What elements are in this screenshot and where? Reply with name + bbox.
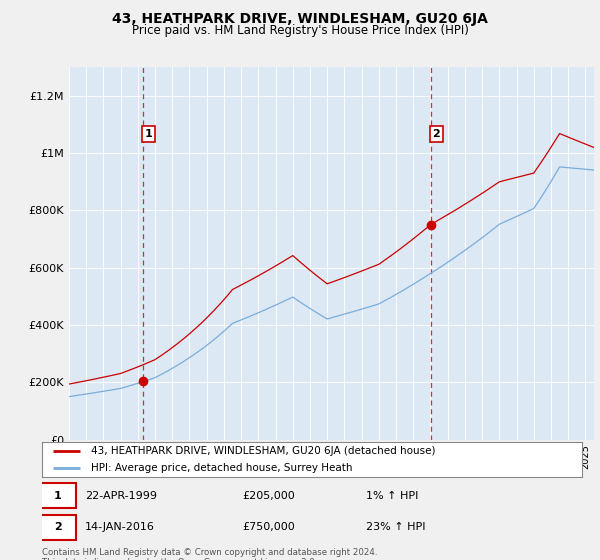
Text: 2: 2 [433, 129, 440, 139]
Text: 43, HEATHPARK DRIVE, WINDLESHAM, GU20 6JA (detached house): 43, HEATHPARK DRIVE, WINDLESHAM, GU20 6J… [91, 446, 435, 456]
Text: 43, HEATHPARK DRIVE, WINDLESHAM, GU20 6JA: 43, HEATHPARK DRIVE, WINDLESHAM, GU20 6J… [112, 12, 488, 26]
Text: £205,000: £205,000 [242, 491, 295, 501]
Text: 2: 2 [54, 522, 62, 533]
Text: Contains HM Land Registry data © Crown copyright and database right 2024.
This d: Contains HM Land Registry data © Crown c… [42, 548, 377, 560]
Text: 22-APR-1999: 22-APR-1999 [85, 491, 157, 501]
Text: Price paid vs. HM Land Registry's House Price Index (HPI): Price paid vs. HM Land Registry's House … [131, 24, 469, 36]
Text: 14-JAN-2016: 14-JAN-2016 [85, 522, 155, 533]
Text: 1: 1 [145, 129, 152, 139]
Text: 1: 1 [54, 491, 62, 501]
Text: 1% ↑ HPI: 1% ↑ HPI [366, 491, 418, 501]
Text: £750,000: £750,000 [242, 522, 295, 533]
Text: 23% ↑ HPI: 23% ↑ HPI [366, 522, 425, 533]
Text: HPI: Average price, detached house, Surrey Heath: HPI: Average price, detached house, Surr… [91, 463, 352, 473]
FancyBboxPatch shape [40, 515, 76, 540]
FancyBboxPatch shape [40, 483, 76, 508]
